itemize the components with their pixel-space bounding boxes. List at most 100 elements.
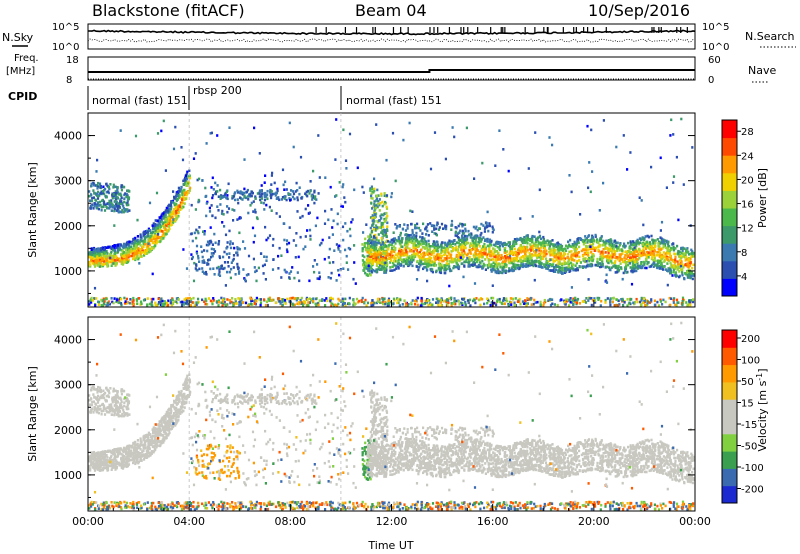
power-cell [383, 219, 386, 223]
power-cell [385, 205, 388, 209]
power-cell [563, 253, 566, 256]
power-cell [390, 249, 393, 252]
power-cell [659, 257, 662, 261]
power-cell [575, 261, 578, 265]
power-cell [375, 238, 378, 241]
power-cell [607, 259, 610, 262]
power-cell [341, 205, 344, 208]
power-cell [371, 217, 374, 220]
power-cell [335, 118, 338, 121]
power-cell [361, 259, 364, 262]
power-cell [309, 234, 312, 238]
power-cell [205, 202, 208, 205]
power-cell [267, 236, 270, 240]
power-cell [628, 246, 631, 250]
power-cell [614, 266, 617, 269]
power-cell [465, 253, 468, 257]
power-cell [376, 251, 379, 255]
power-cell [619, 242, 622, 245]
power-cell [400, 245, 403, 248]
power-cell [205, 214, 208, 218]
power-cell [409, 262, 412, 265]
power-cell [126, 240, 129, 244]
power-cell [536, 254, 539, 257]
power-cell [502, 260, 505, 263]
power-cell [170, 201, 173, 205]
power-cell [102, 254, 105, 257]
power-cell [288, 300, 291, 303]
power-cell [403, 248, 406, 251]
power-cell [417, 268, 420, 272]
power-cell [397, 257, 400, 260]
power-cell [146, 251, 149, 255]
power-cell [492, 253, 495, 256]
power-cell [435, 257, 438, 261]
power-cell [491, 258, 495, 261]
power-cell [284, 270, 287, 274]
power-cell [249, 194, 252, 197]
power-cell [217, 195, 220, 198]
power-cell [676, 244, 679, 248]
power-cell [377, 267, 380, 271]
power-cell [538, 188, 541, 192]
power-cell [313, 259, 316, 262]
power-cell [649, 244, 652, 248]
power-cell [137, 246, 140, 250]
power-cell [529, 243, 532, 246]
power-cell [385, 218, 388, 222]
power-cell [620, 266, 623, 269]
power-cell [546, 243, 549, 247]
power-cell [560, 257, 563, 261]
power-cell [548, 259, 551, 263]
power-cell [527, 255, 530, 258]
power-cell [596, 257, 599, 261]
power-cell [414, 226, 417, 230]
power-cell [177, 205, 180, 209]
power-cell [657, 240, 661, 244]
power-cell [501, 268, 504, 272]
power-cell [231, 242, 234, 245]
power-cell [211, 254, 214, 258]
power-cell [251, 226, 255, 230]
power-cell [578, 237, 581, 240]
power-cell [599, 239, 602, 242]
power-cell [587, 299, 590, 302]
power-cell [328, 247, 331, 251]
power-cell [393, 268, 396, 272]
power-cell [513, 267, 517, 270]
power-cell [92, 183, 96, 187]
power-cell [484, 258, 487, 261]
power-cell [171, 216, 174, 219]
power-cell [589, 245, 592, 248]
power-cell [573, 247, 577, 250]
power-cell [493, 243, 496, 247]
power-cell [345, 167, 348, 170]
power-cell [443, 256, 446, 260]
power-cell [155, 304, 158, 307]
power-cell [170, 213, 173, 217]
nave-label: Nave [748, 64, 776, 77]
power-cell [463, 264, 466, 267]
power-cell [436, 243, 439, 247]
power-cell [247, 211, 250, 215]
power-cell [631, 264, 634, 268]
power-cell [224, 284, 227, 287]
power-cell [125, 193, 128, 196]
power-cell [537, 260, 540, 263]
power-cell [437, 228, 441, 231]
power-cell [100, 248, 103, 252]
power-cell [576, 267, 579, 270]
power-cell [111, 206, 114, 209]
power-cell [650, 234, 653, 238]
power-cell [662, 244, 665, 248]
power-cell [444, 243, 447, 247]
power-cell [134, 236, 137, 240]
power-cell [490, 258, 493, 262]
power-cell [496, 263, 499, 267]
power-cell [275, 197, 278, 200]
power-cell [461, 257, 464, 261]
power-cell [97, 251, 100, 255]
power-cell [562, 256, 565, 260]
power-cell [542, 253, 545, 256]
power-cell [304, 235, 307, 238]
